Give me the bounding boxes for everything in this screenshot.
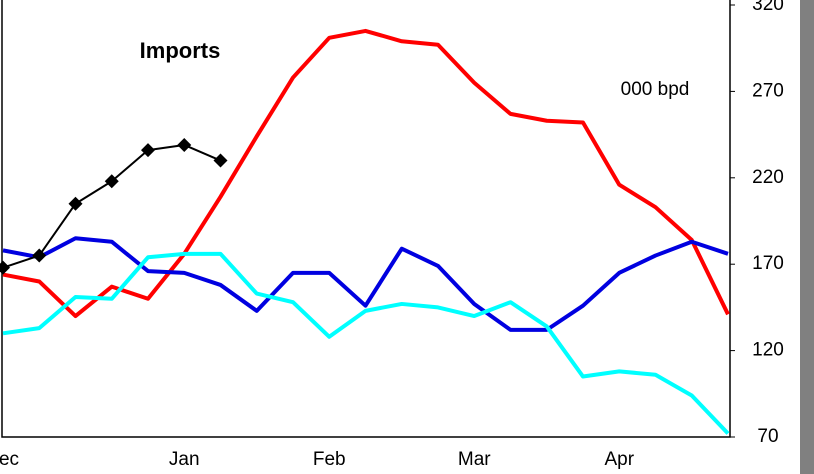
y-tick-label: 120 <box>752 340 784 361</box>
point-marker <box>104 174 119 189</box>
point-marker <box>213 153 228 168</box>
y-tick-label: 170 <box>752 253 784 274</box>
y-tick-label: 70 <box>757 426 778 447</box>
side-bar <box>800 0 814 474</box>
series-line <box>2 251 730 435</box>
x-tick-label: ec <box>0 449 19 470</box>
point-marker <box>68 196 83 211</box>
y-tick-label: 320 <box>752 0 784 15</box>
series-line <box>2 28 730 319</box>
plot-frame <box>1 0 731 438</box>
point-marker <box>177 137 192 152</box>
x-tick-label: Mar <box>458 449 491 470</box>
unit-annotation: 000 bpd <box>621 79 690 100</box>
point-marker <box>141 143 155 158</box>
x-tick-label: Feb <box>313 449 346 470</box>
x-tick-label: Apr <box>604 449 634 470</box>
y-tick-label: 220 <box>752 167 784 188</box>
point-marker <box>0 260 10 275</box>
x-tick-label: Jan <box>169 449 200 470</box>
series-line <box>2 236 729 332</box>
chart-title: Imports <box>140 38 221 63</box>
y-tick-label: 270 <box>752 80 784 101</box>
point-marker <box>32 248 47 263</box>
